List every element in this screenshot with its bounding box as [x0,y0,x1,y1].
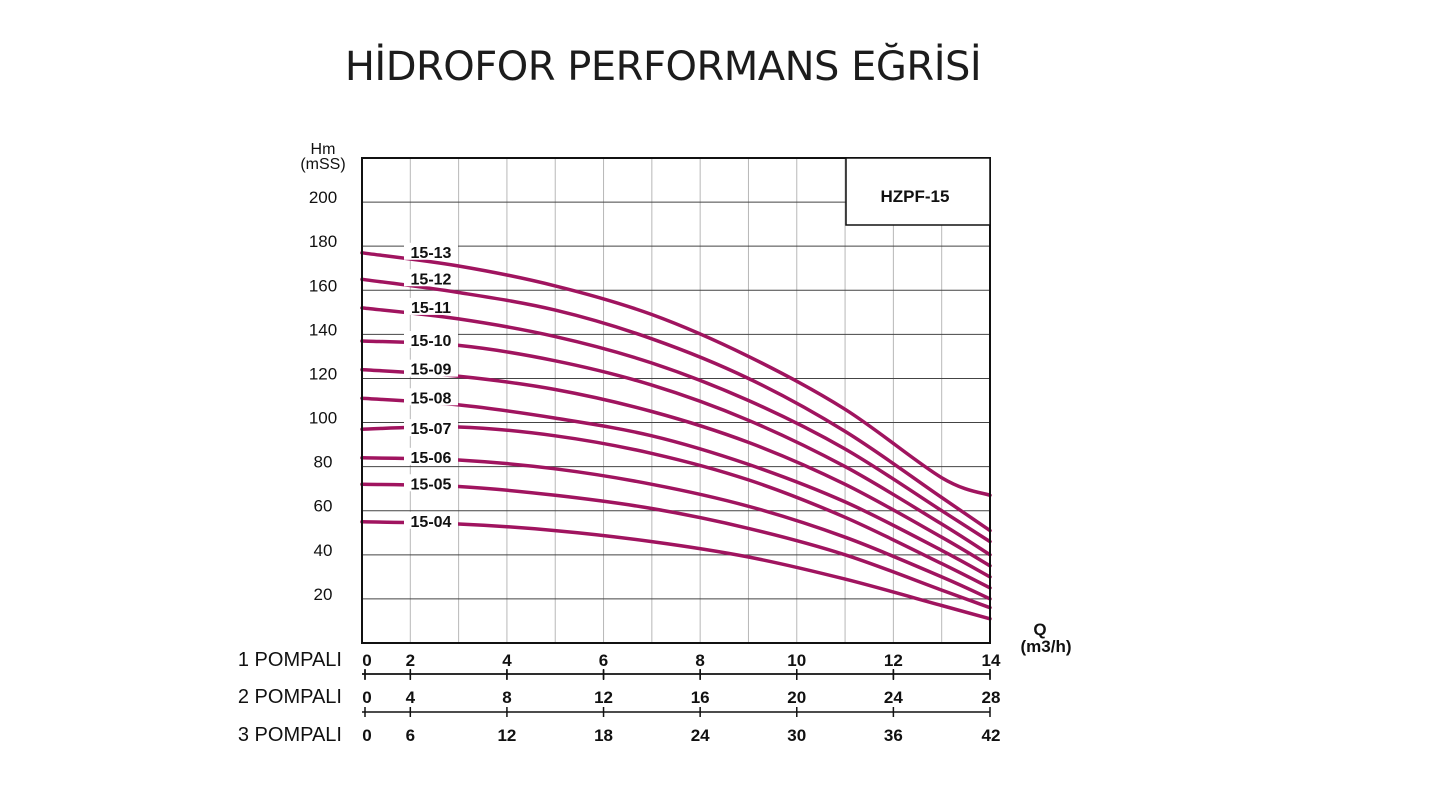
x-tick-label: 0 [362,688,371,707]
curve-15-04 [360,520,992,621]
model-label: HZPF-15 [881,187,950,206]
curve-label-bg [404,269,458,287]
curves [360,251,992,621]
x-tick-label: 18 [594,726,613,745]
plot-frame [361,157,991,644]
curve-15-13 [360,251,992,498]
curve-15-11 [360,306,992,544]
x-tick-label: 12 [594,688,613,707]
y-tick-label: 80 [314,453,333,472]
curve-15-05 [360,482,992,610]
curve-label: 15-04 [411,514,452,531]
x-axis-label-line1: Q [1033,620,1046,639]
curve-label-bg [404,242,458,260]
y-tick-label: 20 [314,585,333,604]
x-tick-label: 0 [362,726,371,745]
curve-15-10 [360,339,992,557]
x-tick-label: 2 [406,651,415,670]
curve-15-09 [360,367,992,568]
x-axis-row-label: 1 POMPALI [238,649,342,671]
curve-label: 15-11 [411,300,451,317]
x-tick-label: 42 [982,726,1001,745]
x-tick-label: 6 [406,726,415,745]
x-tick-label: 4 [502,651,512,670]
curve-15-12 [360,277,992,533]
curve-label-bg [404,447,458,465]
x-tick-label: 8 [502,688,511,707]
x-tick-label: 10 [787,651,806,670]
curve-label: 15-08 [411,390,452,407]
y-tick-label: 160 [309,276,337,295]
model-box: HZPF-15 [845,157,991,226]
curve-15-08 [360,396,992,579]
curve-label: 15-09 [411,362,452,379]
curve-label: 15-06 [411,450,452,467]
y-tick-label: 100 [309,409,337,428]
curve-label: 15-07 [411,421,452,438]
curve-label-bg [404,474,458,492]
curve-label: 15-05 [411,476,452,493]
curve-labels: 15-13 15-12 15-11 15-10 15-09 15-08 15-07 15-06… [404,242,458,531]
page-title: HİDROFOR PERFORMANS EĞRİSİ [344,44,982,90]
curve-label-bg [404,359,458,377]
y-tick-label: 60 [314,497,333,516]
x-tick-label: 4 [406,688,416,707]
curve-15-06 [360,456,992,601]
x-tick-label: 24 [691,726,710,745]
x-tick-label: 12 [497,726,516,745]
y-tick-label: 140 [309,320,337,339]
x-tick-label: 24 [884,688,903,707]
x-tick-label: 30 [787,726,806,745]
x-tick-label: 20 [787,688,806,707]
x-axis-row-label: 2 POMPALI [238,686,342,708]
x-tick-label: 36 [884,726,903,745]
x-axis-row-label: 3 POMPALI [238,724,342,746]
curve-label: 15-10 [411,333,452,350]
curve-label-bg [404,330,458,348]
x-tick-label: 0 [362,651,371,670]
curve-label-bg [404,297,458,315]
x-axis-label-line2: (m3/h) [1021,637,1072,656]
x-tick-label: 28 [982,688,1001,707]
x-tick-label: 8 [695,651,704,670]
y-tick-label: 120 [309,364,337,383]
curve-label-bg [404,511,458,529]
curve-label-bg [404,419,458,437]
y-axis-label-line1: Hm [311,141,336,158]
grid [362,158,991,643]
y-axis-ticks: 20 40 60 80 100 120 140 160 180 200 [309,188,337,604]
curve-label: 15-13 [411,245,452,262]
x-tick-label: 12 [884,651,903,670]
curve-label-bg [404,388,458,406]
x-tick-label: 6 [599,651,608,670]
x-tick-label: 16 [691,688,710,707]
curve-15-07 [360,425,992,590]
y-tick-label: 40 [314,541,333,560]
x-tick-label: 14 [982,651,1001,670]
y-tick-label: 180 [309,232,337,251]
y-tick-label: 200 [309,188,337,207]
x-axis-rows: 1 POMPALI 0 2 4 6 8 10 12 142 POMPALI 0 4 8 12 16 20 24… [238,649,1001,746]
curve-label: 15-12 [411,271,452,288]
y-axis-label-line2: (mSS) [300,156,345,173]
